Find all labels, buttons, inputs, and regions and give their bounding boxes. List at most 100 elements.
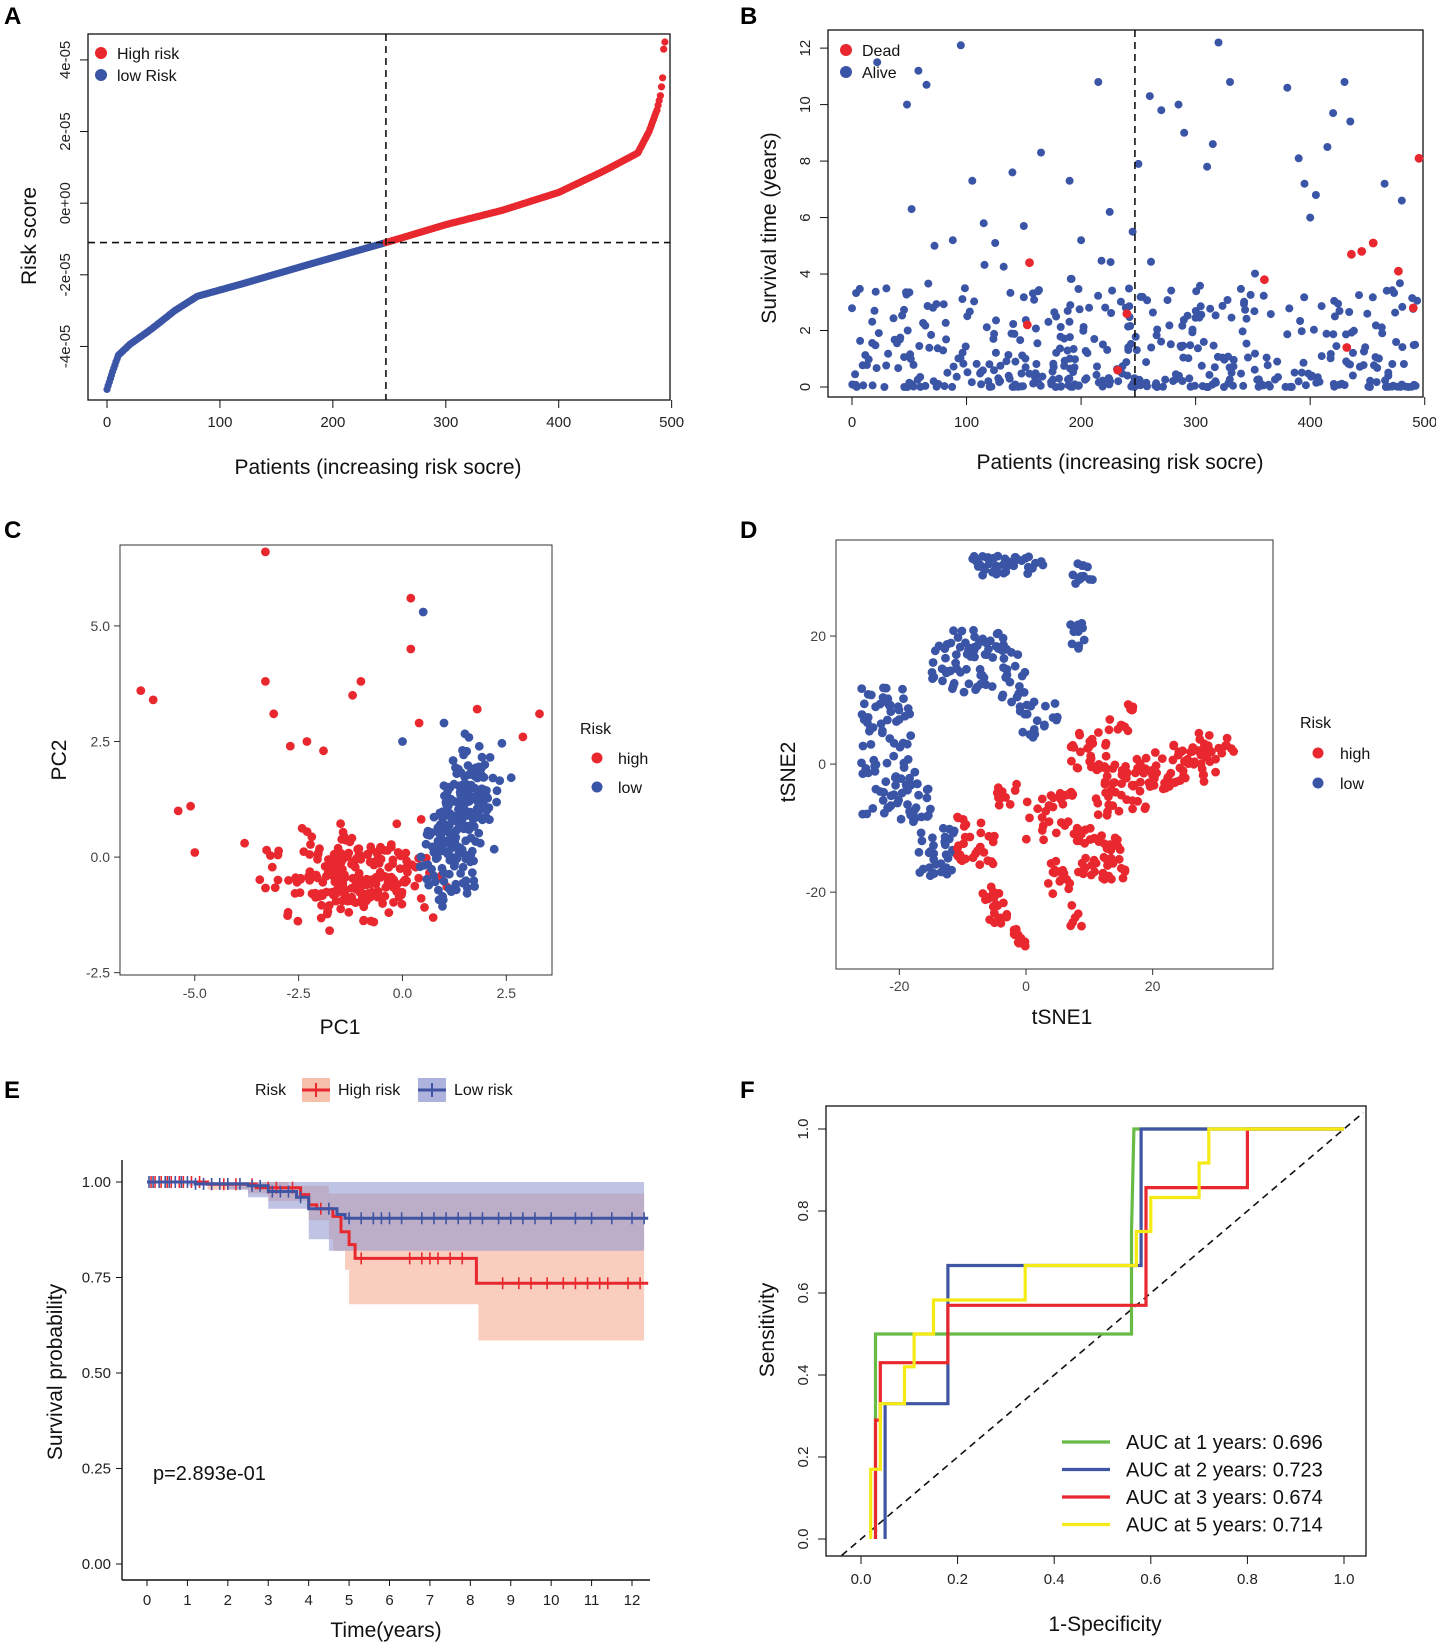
panel-d-low-point (999, 654, 1009, 663)
panel-d-high-point (989, 831, 999, 841)
panel-d-high-point (1022, 797, 1032, 807)
panel-d-high-point (1116, 863, 1126, 873)
panel-c-low-point (456, 869, 465, 878)
panel-d-low-point (969, 643, 979, 652)
panel-b-dead-point (1122, 309, 1132, 318)
panel-d-low-point (882, 758, 892, 768)
panel-b-alive-point (1330, 296, 1339, 305)
panel-c-high-point (350, 862, 360, 872)
panel-b-alive-point (1017, 369, 1026, 378)
panel-d-high-point (1048, 889, 1058, 899)
panel-d-low-point (876, 719, 886, 729)
panel-d-low-point (1029, 697, 1039, 707)
panel-d-low-point (1066, 620, 1075, 630)
panel-b-alive-point (958, 295, 967, 304)
panel-d-high-point (1094, 728, 1103, 737)
panel-d-low-point (1013, 650, 1023, 659)
panel-b-alive-point (1390, 289, 1399, 297)
panel-b-alive-point (1127, 339, 1135, 348)
panel-c-xtick-label: -2.5 (287, 985, 311, 1001)
panel-b-alive-point (1161, 375, 1170, 384)
panel-c-low-point (454, 819, 464, 829)
panel-c-high-point (273, 850, 283, 860)
panel-b-alive-point (1296, 317, 1305, 325)
panel-b-alive-point (1097, 256, 1106, 265)
panel-d-low-point (1068, 570, 1078, 580)
panel-b-alive-point (1240, 299, 1248, 308)
panel-c-high-point (344, 907, 354, 917)
panel-b-alive-point (1002, 357, 1011, 366)
panel-b-alive-point (1006, 288, 1015, 297)
panel-c-low-point (478, 773, 488, 782)
panel-c-high-point (255, 875, 265, 885)
panel-b-alive-point (871, 341, 880, 350)
panel-b-alive-point (1346, 360, 1354, 369)
panel-a-point (659, 74, 667, 82)
panel-d-low-point (969, 625, 978, 635)
panel-b-alive-point (1075, 305, 1084, 314)
panel-d-low-point (1073, 627, 1083, 636)
panel-c-low-point (438, 902, 447, 911)
panel-c-high-point (384, 908, 394, 917)
panel-d-high-point (1080, 863, 1090, 873)
panel-f-ylabel: Sensitivity (756, 1282, 779, 1377)
panel-c-label: C (4, 517, 21, 544)
panel-d-high-point (1020, 937, 1030, 947)
panel-c-low-point (427, 864, 436, 874)
panel-c-low-point (435, 808, 445, 818)
panel-b-alive-point (1142, 378, 1151, 387)
panel-c-low-point (480, 760, 490, 770)
panel-c-high-point (518, 732, 528, 742)
panel-b-alive-point (906, 350, 915, 359)
panel-f: 0.0 0.2 0.4 0.6 0.8 1.0 0.0 0.2 0.4 0.6 0.8 1.0 1-Sp… (756, 1105, 1367, 1636)
panel-d-high-point (1157, 754, 1167, 763)
panel-b-alive-point (952, 372, 961, 381)
panel-c-high-point (369, 917, 379, 927)
panel-d-high-point (1195, 735, 1205, 744)
panel-d-low-point (878, 726, 887, 736)
panel-a-legend-label: High risk (117, 46, 180, 63)
panel-d-high-point (1039, 835, 1048, 845)
panel-f-legend-label: AUC at 1 years: 0.696 (1126, 1432, 1323, 1454)
panel-e-ylabel: Survival probability (44, 1283, 67, 1460)
panel-d-high-point (976, 818, 986, 828)
panel-c-low-point (449, 812, 459, 822)
panel-c-high-point (297, 823, 307, 833)
panel-b-alive-point (859, 381, 868, 390)
panel-c-low-point (485, 753, 495, 762)
panel-b-alive-point (1274, 373, 1282, 382)
panel-b-alive-point (1090, 335, 1099, 343)
panel-d-low-point (980, 565, 990, 575)
panel-b-dead-point (1022, 320, 1032, 330)
panel-d-high-point (1076, 747, 1085, 757)
panel-b-alive-point (1211, 378, 1220, 387)
panel-c-high-point (406, 644, 416, 654)
panel-c-ylabel: PC2 (48, 740, 71, 781)
panel-d-high-point (1051, 828, 1061, 838)
panel-c-low-point (451, 879, 461, 889)
panel-b-alive-point (1309, 325, 1318, 334)
panel-e-xlabel: Time(years) (330, 1619, 441, 1642)
panel-c-high-point (270, 883, 280, 892)
panel-b-alive-point (1246, 290, 1255, 299)
panel-a: 0 100 200 300 400 500 -4e-05 -2e-05 0e+00 2e-05 4e… (18, 33, 684, 479)
panel-d-low-point (1067, 639, 1077, 649)
panel-d-low-point (1041, 701, 1050, 711)
panel-b-label: B (740, 3, 757, 30)
panel-b-alive-point (1391, 308, 1400, 317)
panel-b-alive-point (1283, 330, 1292, 339)
panel-d-high-point (1211, 754, 1220, 764)
panel-b-alive-point (991, 239, 1000, 247)
panel-b-alive-point (1167, 286, 1176, 295)
panel-c-high-point (373, 892, 382, 902)
panel-d-high-point (1090, 833, 1099, 843)
panel-b-alive-point (873, 58, 882, 67)
panel-d-low-point (925, 863, 934, 872)
panel-d-low-point (941, 653, 950, 663)
panel-b-alive-point (1236, 284, 1245, 293)
panel-b-alive-point (1335, 307, 1344, 315)
panel-c-high-point (306, 840, 315, 849)
panel-c-low-point (462, 851, 471, 860)
panel-d-low-point (892, 717, 901, 726)
panel-c-high-point (338, 854, 348, 864)
